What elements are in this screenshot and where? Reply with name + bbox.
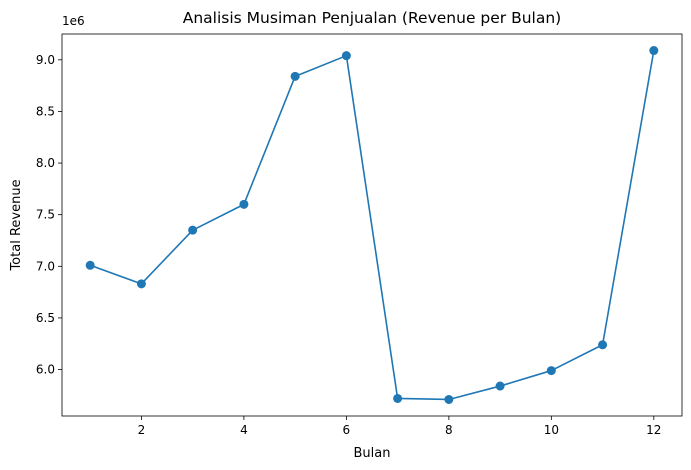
axes-frame (61, 33, 683, 417)
data-point (85, 260, 95, 270)
x-tick-label: 10 (544, 423, 559, 437)
data-point (649, 46, 659, 56)
x-tick-label: 4 (240, 423, 248, 437)
chart-title: Analisis Musiman Penjualan (Revenue per … (183, 9, 561, 27)
x-tick-label: 12 (646, 423, 661, 437)
x-tick-label: 8 (445, 423, 453, 437)
data-point (290, 71, 300, 81)
data-point (239, 199, 249, 209)
series-line (89, 50, 655, 401)
y-tick-label: 8.0 (36, 156, 55, 170)
y-offset-label: 1e6 (62, 14, 85, 28)
x-tick-label: 2 (138, 423, 146, 437)
data-point (136, 279, 146, 289)
data-point (444, 394, 454, 404)
y-tick-label: 7.5 (36, 208, 55, 222)
y-tick-label: 6.0 (36, 363, 55, 377)
y-tick-label: 9.0 (36, 53, 55, 67)
y-tick-label: 7.0 (36, 259, 55, 273)
data-point (546, 366, 556, 376)
data-point (393, 393, 403, 403)
data-point (598, 340, 608, 350)
x-tick-label: 6 (343, 423, 351, 437)
data-point (188, 225, 198, 235)
y-axis-label: Total Revenue (9, 179, 24, 271)
plot-area: 2 4 6 8 10 12 6.0 6.5 7.0 7.5 8.0 8.5 9.0 (36, 33, 683, 437)
y-tick-label: 6.5 (36, 311, 55, 325)
data-point (341, 51, 351, 61)
x-axis-label: Bulan (354, 446, 391, 461)
data-point (495, 381, 505, 391)
y-tick-label: 8.5 (36, 104, 55, 118)
